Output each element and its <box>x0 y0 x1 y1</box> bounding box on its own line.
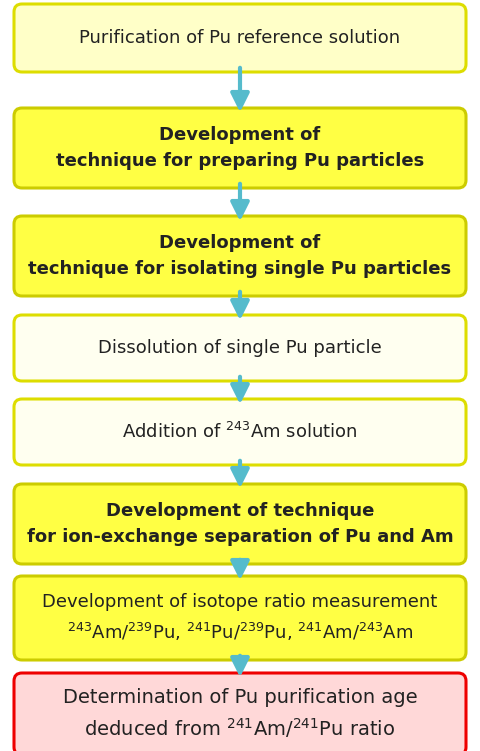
Text: Development of technique
for ion-exchange separation of Pu and Am: Development of technique for ion-exchang… <box>27 502 453 545</box>
Text: Development of
technique for preparing Pu particles: Development of technique for preparing P… <box>56 126 424 170</box>
FancyBboxPatch shape <box>14 4 466 72</box>
FancyBboxPatch shape <box>14 673 466 751</box>
FancyBboxPatch shape <box>14 576 466 660</box>
FancyBboxPatch shape <box>14 108 466 188</box>
Text: Development of isotope ratio measurement
$^{243}$Am/$^{239}$Pu, $^{241}$Pu/$^{23: Development of isotope ratio measurement… <box>42 593 438 643</box>
FancyBboxPatch shape <box>14 315 466 381</box>
FancyBboxPatch shape <box>14 216 466 296</box>
Text: Development of
technique for isolating single Pu particles: Development of technique for isolating s… <box>28 234 452 278</box>
Text: Dissolution of single Pu particle: Dissolution of single Pu particle <box>98 339 382 357</box>
Text: Determination of Pu purification age
deduced from $^{241}$Am/$^{241}$Pu ratio: Determination of Pu purification age ded… <box>63 688 417 740</box>
FancyBboxPatch shape <box>14 399 466 465</box>
Text: Addition of $^{243}$Am solution: Addition of $^{243}$Am solution <box>122 422 358 442</box>
FancyBboxPatch shape <box>14 484 466 564</box>
Text: Purification of Pu reference solution: Purification of Pu reference solution <box>79 29 401 47</box>
